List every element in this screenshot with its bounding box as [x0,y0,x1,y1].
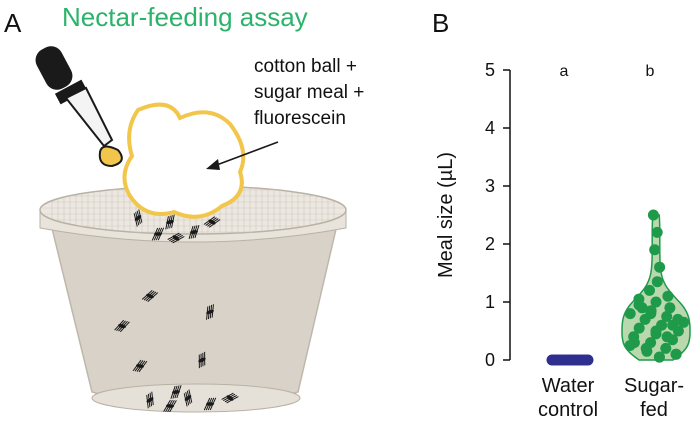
mosquito-icon [206,304,214,320]
y-tick-label: 3 [485,176,495,196]
data-point [647,209,659,221]
dropper-icon [35,46,123,168]
mosquito-icon [203,216,221,228]
y-tick-label: 2 [485,234,495,254]
data-point [582,354,594,366]
annotation-line-3: fluorescein [254,108,346,129]
mosquito-icon [146,391,154,409]
panel-b-letter: B [432,8,449,38]
data-point [644,284,655,296]
data-point [645,308,657,320]
y-tick-label: 4 [485,118,495,138]
mosquito-icon [151,227,165,241]
data-point [636,302,648,314]
y-tick-label: 5 [485,60,495,80]
annotation-line-2: sugar meal + [254,82,364,103]
data-point [633,293,645,305]
data-point [649,244,661,256]
mosquito-group [114,209,239,413]
mosquito-icon [132,359,148,373]
data-point [628,337,640,349]
data-point [624,308,636,320]
mosquito-icon [221,392,239,404]
significance-label: b [646,63,655,80]
data-point [660,342,672,354]
data-point [640,342,652,354]
mosquito-icon [141,290,159,302]
category-label: control [538,399,598,421]
category-label: fed [640,399,668,421]
annotation-arrow [213,141,279,167]
data-point [651,276,663,288]
data-point [664,302,676,314]
category-label: Water [542,375,595,397]
mosquito-icon [167,232,185,244]
data-point [661,331,673,343]
panel-a-letter: A [4,8,22,38]
data-point [667,319,679,331]
data-point [650,296,662,308]
data-point [633,322,645,334]
mosquito-icon [114,319,130,333]
mosquito-icon [183,389,193,407]
data-point [651,226,663,238]
annotation-line-1: cotton ball + [254,56,357,77]
data-point [650,325,662,337]
data-point [654,261,666,273]
cup-bottom [91,383,301,413]
cotton-ball [122,102,246,219]
mosquito-icon [133,209,143,227]
sugar-drop [98,145,123,168]
mosquito-icon [170,385,182,399]
data-point [653,351,665,363]
cup-illustration [35,46,347,413]
data-point [661,311,673,322]
data-point [662,290,674,302]
y-tick-label: 1 [485,292,495,312]
significance-label: a [560,63,569,80]
annotation-text: cotton ball + sugar meal + fluorescein [254,56,364,129]
y-axis-title: Meal size (µL) [435,152,457,278]
y-tick-label: 0 [485,350,495,370]
mosquito-icon [163,399,177,413]
data-point [670,348,682,360]
category-label: Sugar- [624,375,684,397]
panel-a-title: Nectar-feeding assay [62,2,308,32]
mosquito-icon [198,351,206,369]
mosquito-icon [165,214,175,230]
mosquito-icon [203,397,217,411]
mosquito-icon [188,224,200,240]
annotation-arrowhead [206,159,220,170]
